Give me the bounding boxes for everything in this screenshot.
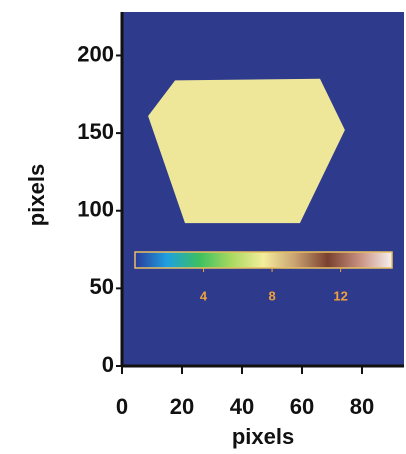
colorbar-tick-label: 8 [268, 288, 275, 303]
y-tick-label: 50 [90, 274, 114, 299]
y-tick-label: 200 [77, 41, 114, 66]
y-tick-label: 100 [77, 197, 114, 222]
y-tick-label: 0 [102, 352, 114, 377]
y-tick-label: 150 [77, 119, 114, 144]
y-axis-label: pixels [24, 164, 49, 226]
colorbar-tick-label: 4 [200, 288, 208, 303]
x-tick-label: 80 [350, 394, 374, 419]
x-axis-label: pixels [232, 424, 294, 449]
x-tick-label: 0 [116, 394, 128, 419]
x-tick-label: 40 [230, 394, 254, 419]
colorbar-tick-label: 12 [333, 288, 347, 303]
x-tick-label: 60 [290, 394, 314, 419]
chart: pixels pixels 4 8 12 0 20 40 60 80 0 50 100 150 200 [0, 0, 406, 454]
x-tick-label: 20 [170, 394, 194, 419]
colorbar [135, 252, 392, 268]
